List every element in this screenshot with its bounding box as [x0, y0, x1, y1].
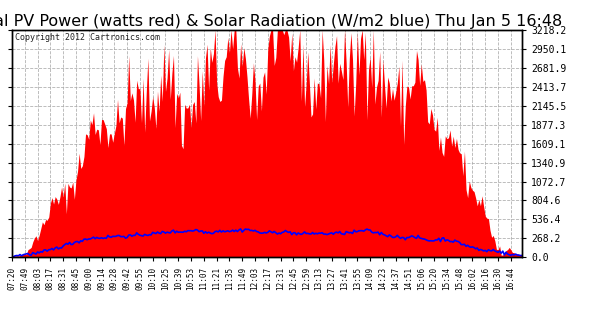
Title: Total PV Power (watts red) & Solar Radiation (W/m2 blue) Thu Jan 5 16:48: Total PV Power (watts red) & Solar Radia… [0, 14, 563, 28]
Text: Copyright 2012 Cartronics.com: Copyright 2012 Cartronics.com [14, 33, 160, 42]
